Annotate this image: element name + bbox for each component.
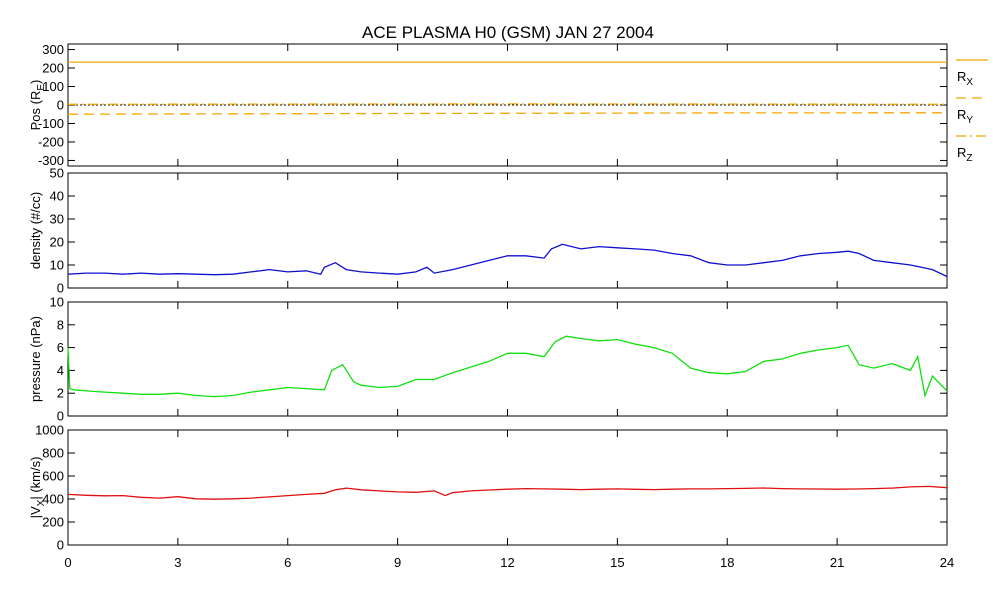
y-tick-label: 20: [50, 235, 64, 250]
y-tick-label: 0: [57, 538, 64, 553]
y-tick-label: 1000: [35, 423, 64, 438]
legend-label: RY: [957, 107, 973, 126]
panel-frame: [67, 301, 948, 417]
legend-label: RZ: [957, 145, 973, 164]
y-tick-label: 40: [50, 189, 64, 204]
x-tick-label: 6: [284, 555, 291, 570]
y-tick-label: -100: [38, 116, 64, 131]
panel-density: 0 10 20 30 40 50 density (#/cc): [28, 166, 948, 296]
y-tick-label: 400: [42, 492, 64, 507]
series-line-pressure: [67, 335, 948, 398]
y-tick-label: 100: [42, 79, 64, 94]
y-axis-label-pressure: pressure (nPa): [28, 316, 43, 402]
x-tick-label: 15: [610, 555, 624, 570]
y-tick-label: 300: [42, 42, 64, 57]
y-tick-label: -200: [38, 134, 64, 149]
y-tick-label: 600: [42, 469, 64, 484]
y-axis-label-position: Pos (RE): [28, 80, 47, 131]
y-tick-label: 0: [57, 98, 64, 113]
panel-frame: [67, 172, 948, 289]
y-tick-label: 10: [50, 295, 64, 310]
y-tick-label: 0: [57, 281, 64, 296]
y-tick-label: 0: [57, 409, 64, 424]
legend: RX RY RZ: [956, 59, 988, 164]
panel-frame: [67, 429, 948, 546]
x-axis: 0 3 6 9 12 15 18 21 24: [64, 555, 954, 570]
series-line-position-ry: [67, 112, 948, 115]
y-tick-label: 2: [57, 386, 64, 401]
panel-pressure: 0 2 4 6 8 10 pressure (nPa): [28, 295, 948, 424]
y-tick-label: 800: [42, 446, 64, 461]
series-line-density: [67, 243, 948, 278]
y-tick-label: -300: [38, 153, 64, 168]
chart-title: ACE PLASMA H0 (GSM) JAN 27 2004: [362, 23, 654, 42]
y-axis-label-density: density (#/cc): [28, 192, 43, 269]
y-tick-label: 30: [50, 212, 64, 227]
x-tick-label: 21: [830, 555, 844, 570]
y-axis-label-velocity: |VX| (km/s): [28, 457, 47, 519]
panel-velocity: 0 200 400 600 800 1000 |VX| (km/s): [28, 423, 948, 553]
x-tick-label: 3: [174, 555, 181, 570]
y-tick-label: 50: [50, 166, 64, 181]
legend-label: RX: [957, 69, 973, 88]
y-tick-label: 10: [50, 258, 64, 273]
y-tick-label: 200: [42, 515, 64, 530]
y-tick-label: 200: [42, 61, 64, 76]
x-tick-label: 24: [940, 555, 954, 570]
x-tick-label: 9: [394, 555, 401, 570]
x-tick-label: 0: [64, 555, 71, 570]
x-tick-label: 12: [500, 555, 514, 570]
series-line-velocity: [67, 485, 948, 500]
y-tick-label: 6: [57, 340, 64, 355]
panel-position: 300 200 100 0 -100 -200 -300 Pos (RE): [28, 42, 948, 168]
x-tick-label: 18: [720, 555, 734, 570]
y-tick-label: 8: [57, 317, 64, 332]
y-tick-label: 4: [57, 363, 64, 378]
